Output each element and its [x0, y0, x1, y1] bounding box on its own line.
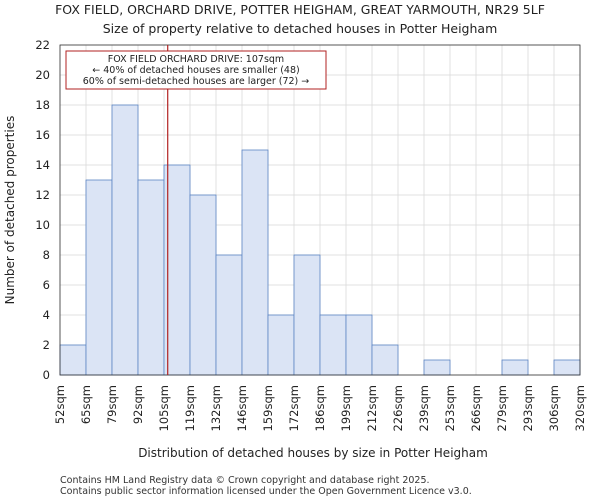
annotation-line-3: 60% of semi-detached houses are larger (…	[83, 76, 310, 87]
x-tick-label: 79sqm	[105, 385, 119, 424]
y-tick-label: 20	[35, 68, 50, 82]
x-tick-label: 105sqm	[157, 385, 171, 431]
bar-119sqm	[189, 194, 217, 376]
y-tick-label: 14	[35, 158, 50, 172]
bar-79sqm	[111, 104, 139, 376]
bar-65sqm	[85, 179, 113, 376]
y-tick-label: 2	[43, 338, 50, 352]
x-tick-label: 239sqm	[417, 385, 431, 431]
y-tick-label: 10	[35, 218, 50, 232]
x-axis-label: Distribution of detached houses by size …	[138, 446, 488, 460]
x-tick-label: 293sqm	[521, 385, 535, 431]
x-axis-ticks: 52sqm 65sqm 79sqm 92sqm 105sqm 119sqm 132sqm 14…	[53, 385, 587, 431]
bar-52sqm	[59, 344, 87, 376]
plot-frame	[59, 44, 581, 376]
bar-212sqm	[371, 344, 399, 376]
bar-172sqm	[293, 254, 321, 376]
x-tick-label: 146sqm	[235, 385, 249, 431]
x-tick-label: 52sqm	[53, 385, 67, 424]
x-tick-label: 320sqm	[573, 385, 587, 431]
bar-132sqm	[215, 254, 243, 376]
chart-title: FOX FIELD, ORCHARD DRIVE, POTTER HEIGHAM…	[55, 2, 545, 17]
chart-subtitle: Size of property relative to detached ho…	[103, 21, 498, 36]
x-tick-label: 132sqm	[209, 385, 223, 431]
y-axis-ticks: 0 2 4 6 8 10 12 14 16 18 20 22	[35, 38, 50, 382]
bar-186sqm	[319, 314, 347, 376]
y-tick-label: 6	[43, 278, 50, 292]
annotation-line-1: FOX FIELD ORCHARD DRIVE: 107sqm	[108, 54, 284, 65]
bar-199sqm	[345, 314, 373, 376]
bar-92sqm	[137, 179, 165, 376]
annotation-box: FOX FIELD ORCHARD DRIVE: 107sqm ← 40% of…	[65, 50, 327, 90]
footer-line-1: Contains HM Land Registry data © Crown c…	[60, 475, 430, 486]
y-tick-label: 18	[35, 98, 50, 112]
bar-146sqm	[241, 149, 269, 376]
footer-line-2: Contains public sector information licen…	[60, 486, 472, 497]
x-tick-label: 172sqm	[287, 385, 301, 431]
bars	[59, 104, 581, 376]
x-tick-label: 266sqm	[469, 385, 483, 431]
x-tick-label: 186sqm	[313, 385, 327, 431]
x-tick-label: 92sqm	[131, 385, 145, 424]
bar-306sqm	[553, 359, 581, 376]
x-tick-label: 159sqm	[261, 385, 275, 431]
x-tick-label: 306sqm	[547, 385, 561, 431]
x-tick-label: 119sqm	[183, 385, 197, 431]
y-axis-label: Number of detached properties	[3, 116, 17, 305]
x-tick-label: 226sqm	[391, 385, 405, 431]
y-tick-label: 22	[35, 38, 50, 52]
x-tick-label: 65sqm	[79, 385, 93, 424]
y-tick-label: 8	[43, 248, 50, 262]
y-tick-label: 4	[43, 308, 50, 322]
x-tick-label: 199sqm	[339, 385, 353, 431]
bar-159sqm	[267, 314, 295, 376]
annotation-line-2: ← 40% of detached houses are smaller (48…	[92, 65, 299, 76]
x-tick-label: 253sqm	[443, 385, 457, 431]
y-tick-label: 16	[35, 128, 50, 142]
bar-105sqm	[163, 164, 191, 376]
y-tick-label: 0	[43, 368, 50, 382]
bar-239sqm	[423, 359, 451, 376]
bar-279sqm	[501, 359, 529, 376]
y-tick-label: 12	[35, 188, 50, 202]
x-tick-label: 279sqm	[495, 385, 509, 431]
x-tick-label: 212sqm	[365, 385, 379, 431]
